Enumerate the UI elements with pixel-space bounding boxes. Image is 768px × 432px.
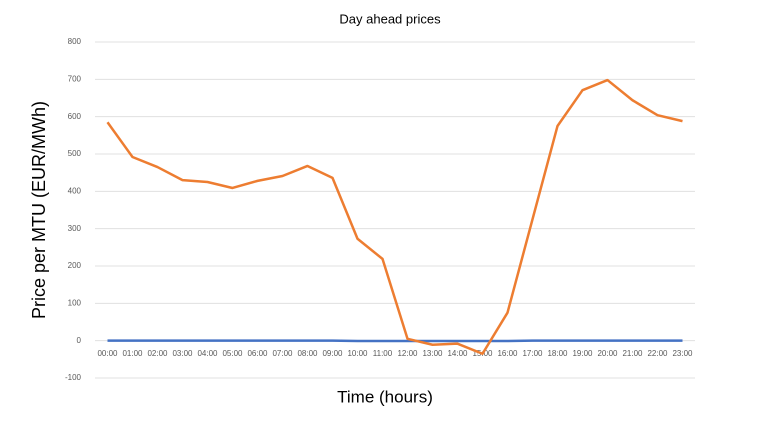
- y-tick-label: 100: [68, 298, 82, 307]
- x-tick-label: 21:00: [622, 349, 643, 358]
- x-tick-label: 16:00: [497, 349, 518, 358]
- chart-title: Day ahead prices: [339, 11, 441, 26]
- y-tick-label: 300: [68, 224, 82, 233]
- x-tick-label: 06:00: [247, 349, 268, 358]
- x-tick-label: 01:00: [122, 349, 143, 358]
- x-tick-label: 22:00: [647, 349, 668, 358]
- x-tick-label: 12:00: [397, 349, 418, 358]
- x-tick-label: 19:00: [572, 349, 593, 358]
- y-tick-label: 600: [68, 112, 82, 121]
- x-tick-label: 05:00: [222, 349, 243, 358]
- y-tick-label: 0: [77, 336, 82, 345]
- y-tick-label: 400: [68, 186, 82, 195]
- x-tick-label: 10:00: [347, 349, 368, 358]
- x-tick-label: 00:00: [97, 349, 118, 358]
- y-tick-label: 200: [68, 261, 82, 270]
- y-tick-label: -100: [65, 373, 82, 382]
- x-tick-label: 23:00: [672, 349, 693, 358]
- x-tick-label: 17:00: [522, 349, 543, 358]
- y-tick-label: 800: [68, 37, 82, 46]
- x-axis-title: Time (hours): [337, 387, 433, 406]
- x-tick-label: 11:00: [373, 349, 393, 358]
- y-tick-label: 700: [68, 74, 82, 83]
- x-tick-label: 20:00: [597, 349, 618, 358]
- y-tick-label: 500: [68, 149, 82, 158]
- x-tick-label: 13:00: [422, 349, 443, 358]
- x-tick-label: 08:00: [297, 349, 318, 358]
- x-tick-label: 02:00: [147, 349, 168, 358]
- x-tick-label: 07:00: [272, 349, 293, 358]
- x-tick-label: 03:00: [172, 349, 193, 358]
- x-tick-label: 18:00: [547, 349, 568, 358]
- x-tick-label: 04:00: [197, 349, 218, 358]
- x-tick-label: 14:00: [447, 349, 468, 358]
- series-line: [106, 78, 683, 355]
- x-tick-label: 09:00: [322, 349, 343, 358]
- y-axis-title: Price per MTU (EUR/MWh): [29, 101, 49, 319]
